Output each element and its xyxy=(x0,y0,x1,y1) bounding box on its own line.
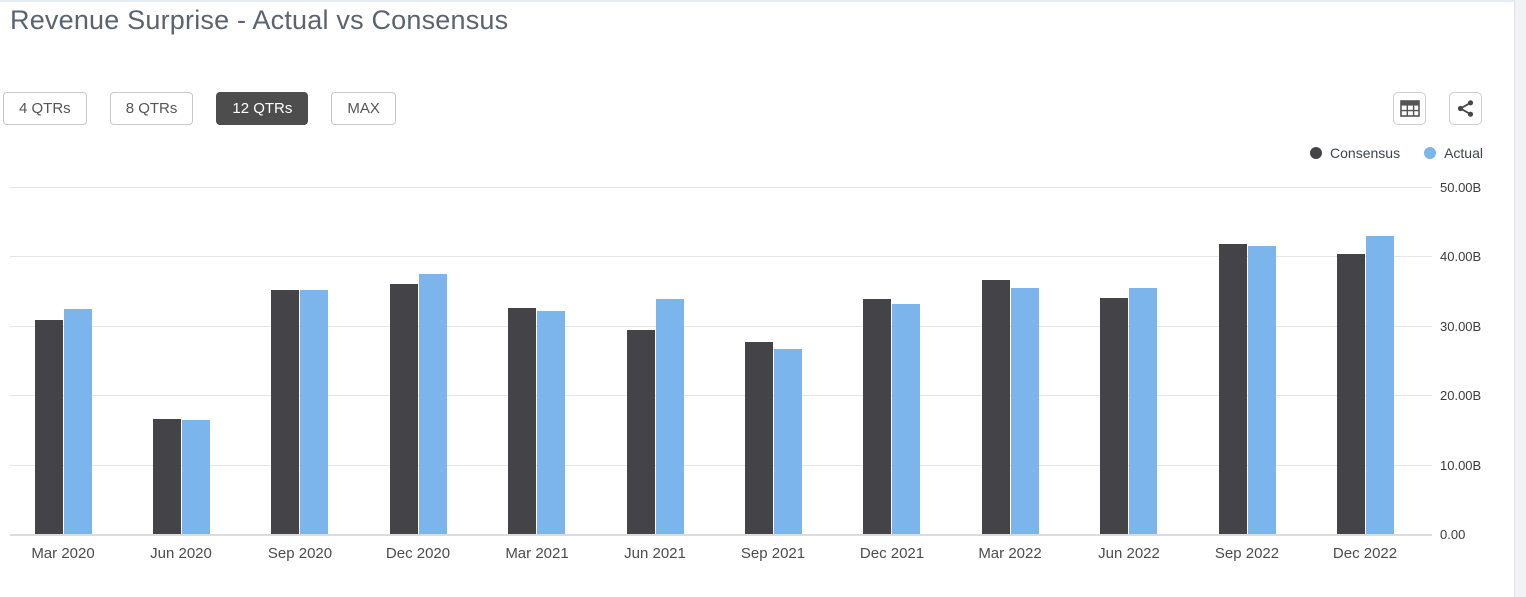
top-accent-strip xyxy=(0,0,1526,2)
range-button-8-qtrs[interactable]: 8 QTRs xyxy=(109,92,194,125)
y-axis-tick-label: 0.00 xyxy=(1440,527,1466,542)
gridline xyxy=(10,534,1432,536)
table-view-button[interactable] xyxy=(1393,92,1426,125)
gridline xyxy=(10,395,1432,396)
bar-consensus-mar-2022[interactable] xyxy=(982,280,1010,534)
x-axis-category-label: Jun 2021 xyxy=(624,545,686,562)
y-axis-tick-label: 10.00B xyxy=(1440,458,1482,473)
x-axis-category-label: Dec 2022 xyxy=(1332,545,1398,562)
bar-consensus-mar-2020[interactable] xyxy=(35,320,63,534)
x-axis-category-label: Mar 2020 xyxy=(31,545,95,562)
bar-actual-jun-2020[interactable] xyxy=(182,420,210,534)
x-axis-category-label: Sep 2021 xyxy=(740,545,806,562)
bar-consensus-dec-2021[interactable] xyxy=(863,299,891,534)
bar-consensus-mar-2021[interactable] xyxy=(508,308,536,534)
x-axis-category-label: Jun 2022 xyxy=(1098,545,1160,562)
x-axis-category-label: Dec 2020 xyxy=(385,545,451,562)
range-button-max[interactable]: MAX xyxy=(331,92,396,125)
gridline xyxy=(10,326,1432,327)
right-gutter xyxy=(1514,0,1526,597)
bar-consensus-jun-2020[interactable] xyxy=(153,419,181,534)
legend-label: Consensus xyxy=(1330,145,1401,161)
x-axis-category-label: Jun 2020 xyxy=(150,545,212,562)
legend-item-actual[interactable]: Actual xyxy=(1424,145,1483,161)
y-axis-tick-label: 50.00B xyxy=(1440,180,1482,195)
range-button-4-qtrs[interactable]: 4 QTRs xyxy=(3,92,87,125)
bar-consensus-dec-2020[interactable] xyxy=(390,284,418,534)
legend-item-consensus[interactable]: Consensus xyxy=(1310,145,1400,161)
bar-actual-sep-2021[interactable] xyxy=(774,349,802,534)
y-axis-tick-label: 30.00B xyxy=(1440,319,1482,334)
x-axis-category-label: Sep 2022 xyxy=(1214,545,1280,562)
bar-actual-jun-2022[interactable] xyxy=(1129,288,1157,534)
bar-actual-mar-2020[interactable] xyxy=(64,309,92,534)
bar-actual-mar-2022[interactable] xyxy=(1011,288,1039,534)
bar-consensus-sep-2021[interactable] xyxy=(745,342,773,534)
bar-consensus-sep-2022[interactable] xyxy=(1219,244,1247,534)
bar-consensus-dec-2022[interactable] xyxy=(1337,254,1365,534)
x-axis-category-label: Dec 2021 xyxy=(859,545,925,562)
bar-actual-dec-2022[interactable] xyxy=(1366,236,1394,534)
legend-dot-actual xyxy=(1424,147,1437,159)
table-icon xyxy=(1399,100,1420,117)
y-axis-tick-label: 20.00B xyxy=(1440,388,1482,403)
x-axis-category-label: Sep 2020 xyxy=(267,545,333,562)
x-axis-category-label: Mar 2021 xyxy=(505,545,569,562)
bar-actual-sep-2020[interactable] xyxy=(300,290,328,534)
gridline xyxy=(10,465,1432,466)
range-buttons: 4 QTRs 8 QTRs 12 QTRs MAX xyxy=(3,92,396,125)
bar-actual-mar-2021[interactable] xyxy=(537,311,565,534)
range-button-12-qtrs[interactable]: 12 QTRs xyxy=(216,92,309,125)
gridline xyxy=(10,187,1432,188)
share-button[interactable] xyxy=(1449,92,1482,125)
bar-actual-sep-2022[interactable] xyxy=(1248,246,1276,534)
bar-actual-jun-2021[interactable] xyxy=(656,299,684,534)
chart-legend: Consensus Actual xyxy=(0,145,1490,161)
bar-actual-dec-2021[interactable] xyxy=(892,304,920,534)
bar-consensus-jun-2022[interactable] xyxy=(1100,298,1128,534)
legend-label: Actual xyxy=(1444,145,1483,161)
share-icon xyxy=(1456,99,1475,118)
legend-dot-consensus xyxy=(1310,147,1323,159)
gridline xyxy=(10,256,1432,257)
x-axis-category-label: Mar 2022 xyxy=(978,545,1042,562)
bar-consensus-jun-2021[interactable] xyxy=(627,330,655,534)
bar-consensus-sep-2020[interactable] xyxy=(271,290,299,534)
page-title: Revenue Surprise - Actual vs Consensus xyxy=(10,5,509,35)
bar-actual-dec-2020[interactable] xyxy=(419,274,447,534)
y-axis-tick-label: 40.00B xyxy=(1440,249,1482,264)
